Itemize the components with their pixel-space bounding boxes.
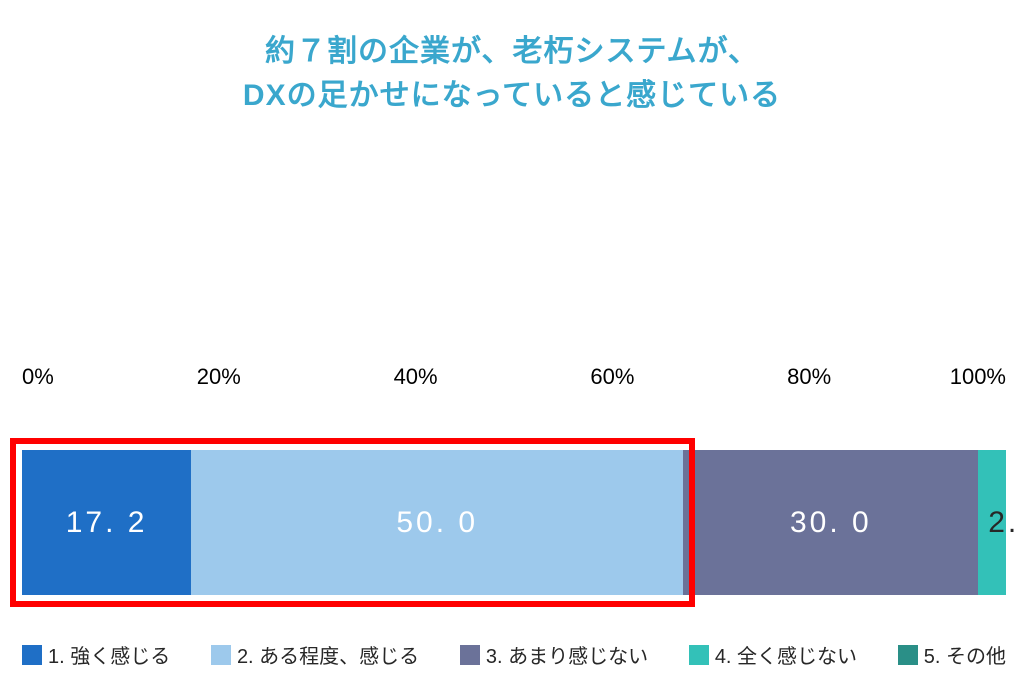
bar-segment-somewhat_feel: 50. 0	[191, 450, 683, 595]
legend-item: 3. あまり感じない	[460, 640, 648, 669]
stacked-bar: 17. 2 50. 0 30. 0 2. 8	[22, 450, 1006, 595]
chart-area: 0% 20% 40% 60% 80% 100% 17. 2 50. 0 30. 0 2. 8	[22, 360, 1006, 595]
bar-segment-strongly_feel: 17. 2	[22, 450, 191, 595]
chart-title: 約７割の企業が、老朽システムが、 DXの足かせになっていると感じている	[0, 30, 1024, 117]
bar-segment-label: 17. 2	[66, 506, 148, 540]
legend-item: 1. 強く感じる	[22, 640, 170, 669]
legend: 1. 強く感じる 2. ある程度、感じる 3. あまり感じない 4. 全く感じない 5.…	[22, 640, 1006, 669]
bar-segment-not_at_all: 2. 8	[978, 450, 1006, 595]
bar-segment-label: 2. 8	[988, 506, 1024, 540]
legend-label: 3. あまり感じない	[486, 640, 648, 669]
legend-label: 4. 全く感じない	[715, 640, 857, 669]
x-axis-tick: 60%	[590, 364, 634, 390]
bar-segment-not_really_feel: 30. 0	[683, 450, 978, 595]
legend-swatch	[460, 645, 480, 665]
x-axis-tick: 0%	[22, 364, 54, 390]
x-axis: 0% 20% 40% 60% 80% 100%	[22, 360, 1006, 390]
x-axis-tick: 40%	[394, 364, 438, 390]
legend-swatch	[211, 645, 231, 665]
legend-label: 2. ある程度、感じる	[237, 640, 419, 669]
chart-title-line1: 約７割の企業が、老朽システムが、	[0, 30, 1024, 74]
chart-title-line2: DXの足かせになっていると感じている	[0, 74, 1024, 118]
bar-wrap: 17. 2 50. 0 30. 0 2. 8	[22, 450, 1006, 595]
legend-item: 2. ある程度、感じる	[211, 640, 419, 669]
bar-segment-label: 30. 0	[790, 506, 872, 540]
x-axis-tick: 20%	[197, 364, 241, 390]
legend-swatch	[898, 645, 918, 665]
legend-swatch	[689, 645, 709, 665]
legend-label: 1. 強く感じる	[48, 640, 170, 669]
legend-item: 4. 全く感じない	[689, 640, 857, 669]
legend-swatch	[22, 645, 42, 665]
x-axis-tick: 100%	[950, 364, 1006, 390]
bar-segment-label: 50. 0	[396, 506, 478, 540]
legend-label: 5. その他	[924, 640, 1006, 669]
legend-item: 5. その他	[898, 640, 1006, 669]
chart-container: 約７割の企業が、老朽システムが、 DXの足かせになっていると感じている 0% 20…	[0, 0, 1024, 690]
x-axis-tick: 80%	[787, 364, 831, 390]
